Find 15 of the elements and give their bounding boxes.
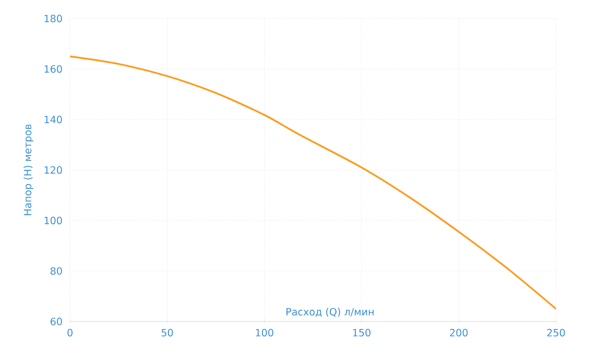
x-tick-label: 0 xyxy=(67,328,73,336)
y-tick-label: 160 xyxy=(44,65,62,73)
x-tick-label: 50 xyxy=(162,328,173,336)
y-tick-label: 140 xyxy=(44,116,62,124)
y-tick-label: 120 xyxy=(44,166,62,174)
x-axis-title: Расход (Q) л/мин xyxy=(286,308,374,317)
y-axis-title: Напор (H) метров xyxy=(24,124,34,216)
y-tick-label: 100 xyxy=(44,216,62,224)
x-tick-label: 100 xyxy=(256,328,274,336)
y-tick-label: 60 xyxy=(50,318,62,326)
x-tick-label: 150 xyxy=(353,328,370,336)
y-tick-label: 180 xyxy=(44,14,62,22)
y-tick-label: 80 xyxy=(50,267,62,275)
x-tick-label: 250 xyxy=(547,328,565,336)
x-tick-label: 200 xyxy=(450,328,468,336)
